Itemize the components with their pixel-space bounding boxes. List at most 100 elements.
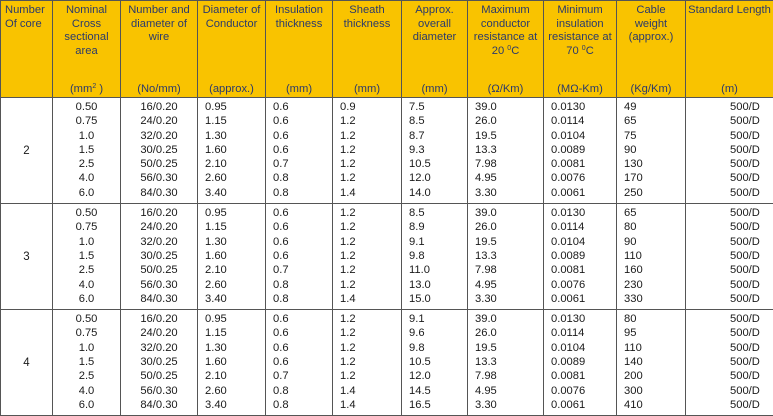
header-conductor-diameter: Diameter of Conductor (approx.) xyxy=(198,1,266,98)
area-value: 1.0 xyxy=(53,341,120,355)
weight-value: 80 xyxy=(624,312,685,326)
overall-value: 9.6 xyxy=(409,326,467,340)
wire-value: 24/0.20 xyxy=(121,114,197,128)
cond-value: 2.10 xyxy=(205,157,265,171)
insres-value: 0.0089 xyxy=(551,143,616,157)
length-value: 500/D xyxy=(730,398,773,412)
overall-value: 16.5 xyxy=(409,398,467,412)
area-value: 4.0 xyxy=(53,171,120,185)
overall-value: 10.5 xyxy=(409,355,467,369)
insres-value: 0.0114 xyxy=(551,326,616,340)
header-sheath-thickness: Sheath thickness (mm) xyxy=(333,1,402,98)
insres-value: 0.0130 xyxy=(551,100,616,114)
area-value: 2.5 xyxy=(53,157,120,171)
cond-value: 2.10 xyxy=(205,369,265,383)
insres-value: 0.0081 xyxy=(551,369,616,383)
resist-value: 4.95 xyxy=(475,384,543,398)
overall-value: 10.5 xyxy=(409,157,467,171)
weight-value: 410 xyxy=(624,398,685,412)
cond-value: 0.95 xyxy=(205,100,265,114)
wire-value: 32/0.20 xyxy=(121,341,197,355)
weight-value: 300 xyxy=(624,384,685,398)
resist-value: 26.0 xyxy=(475,220,543,234)
weight-value: 230 xyxy=(624,278,685,292)
cond-value: 0.95 xyxy=(205,312,265,326)
overall-value: 7.5 xyxy=(409,100,467,114)
sheath-value: 1.2 xyxy=(340,129,401,143)
resist-value: 4.95 xyxy=(475,171,543,185)
overall-value: 14.0 xyxy=(409,186,467,200)
cond-value: 2.60 xyxy=(205,171,265,185)
resist-value: 39.0 xyxy=(475,312,543,326)
insres-value: 0.0114 xyxy=(551,220,616,234)
sheath-value: 1.2 xyxy=(340,235,401,249)
wire-value: 84/0.30 xyxy=(121,398,197,412)
length-value: 500/D xyxy=(730,157,773,171)
weight-value: 250 xyxy=(624,186,685,200)
area-value: 0.50 xyxy=(53,206,120,220)
area-value: 6.0 xyxy=(53,186,120,200)
wire-value: 32/0.20 xyxy=(121,129,197,143)
ins-value: 0.6 xyxy=(273,143,332,157)
cond-value: 0.95 xyxy=(205,206,265,220)
sheath-value: 1.4 xyxy=(340,384,401,398)
overall-value: 8.9 xyxy=(409,220,467,234)
header-standard-length: Standard Length (m) xyxy=(686,1,773,98)
resist-value: 39.0 xyxy=(475,100,543,114)
insres-value: 0.0076 xyxy=(551,384,616,398)
insres-value: 0.0081 xyxy=(551,157,616,171)
insres-value: 0.0061 xyxy=(551,292,616,306)
length-value: 500/D xyxy=(730,355,773,369)
wire-value: 32/0.20 xyxy=(121,235,197,249)
cond-value: 1.60 xyxy=(205,143,265,157)
ins-value: 0.6 xyxy=(273,100,332,114)
cond-value: 1.60 xyxy=(205,249,265,263)
overall-value: 8.5 xyxy=(409,114,467,128)
area-value: 0.50 xyxy=(53,100,120,114)
sheath-value: 1.2 xyxy=(340,143,401,157)
sheath-value: 1.2 xyxy=(340,114,401,128)
weight-value: 90 xyxy=(624,143,685,157)
cond-value: 1.15 xyxy=(205,326,265,340)
resist-value: 3.30 xyxy=(475,292,543,306)
sheath-value: 1.4 xyxy=(340,398,401,412)
ins-value: 0.6 xyxy=(273,341,332,355)
overall-value: 8.7 xyxy=(409,129,467,143)
weight-value: 49 xyxy=(624,100,685,114)
sheath-value: 1.2 xyxy=(340,369,401,383)
cond-value: 1.60 xyxy=(205,355,265,369)
wire-value: 50/0.25 xyxy=(121,263,197,277)
area-value: 6.0 xyxy=(53,398,120,412)
area-value: 1.5 xyxy=(53,143,120,157)
insres-value: 0.0089 xyxy=(551,355,616,369)
cond-value: 2.60 xyxy=(205,278,265,292)
resist-value: 3.30 xyxy=(475,398,543,412)
wire-value: 50/0.25 xyxy=(121,369,197,383)
insres-value: 0.0076 xyxy=(551,171,616,185)
insres-value: 0.0061 xyxy=(551,186,616,200)
weight-value: 95 xyxy=(624,326,685,340)
weight-value: 140 xyxy=(624,355,685,369)
ins-value: 0.6 xyxy=(273,220,332,234)
core-count-cell: 3 xyxy=(1,204,53,310)
area-value: 1.0 xyxy=(53,129,120,143)
weight-value: 110 xyxy=(624,341,685,355)
length-value: 500/D xyxy=(730,235,773,249)
header-wire: Number and diameter of wire (No/mm) xyxy=(121,1,198,98)
resist-value: 19.5 xyxy=(475,235,543,249)
